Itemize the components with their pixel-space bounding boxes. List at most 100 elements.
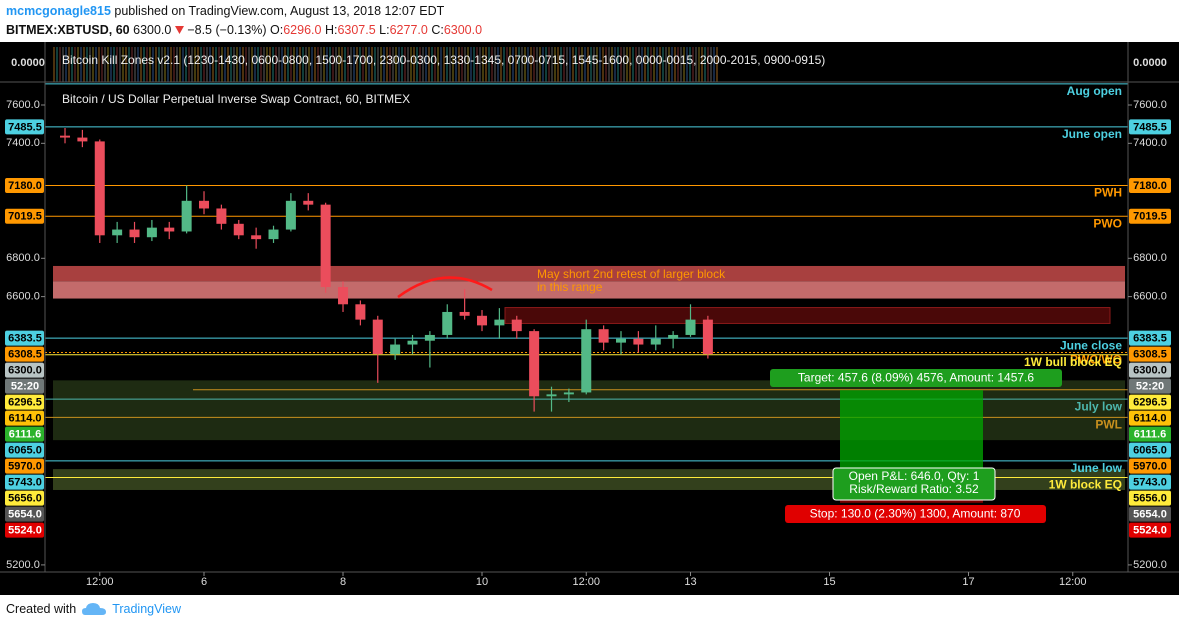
- indicator-stripe: [311, 47, 313, 82]
- price-badge-label: 6065.0: [1133, 445, 1167, 457]
- indicator-stripe: [674, 47, 676, 82]
- logo: [82, 603, 107, 615]
- ohlc-label: O:: [270, 23, 284, 37]
- price-badge-label: 6296.5: [1133, 397, 1167, 409]
- level-label: 1W bull block EQ: [1024, 355, 1122, 369]
- x-tick-label: 10: [476, 576, 488, 588]
- indicator-stripe: [617, 47, 619, 82]
- indicator-stripe: [653, 47, 655, 82]
- indicator-stripe: [53, 47, 55, 82]
- indicator-stripe: [638, 47, 640, 82]
- price-badge: [1129, 378, 1171, 394]
- price-badge-label: 6114.0: [1133, 413, 1166, 425]
- indicator-stripe: [269, 47, 271, 82]
- indicator-stripe: [248, 47, 250, 82]
- brand[interactable]: TradingView: [112, 602, 181, 616]
- indicator-stripe: [236, 47, 238, 82]
- candle-body: [511, 319, 522, 332]
- price-badge-label: 6114.0: [8, 413, 41, 425]
- indicator-stripe: [77, 47, 79, 82]
- indicator-stripe: [626, 47, 628, 82]
- candle-body: [616, 338, 627, 343]
- indicator-stripe: [110, 47, 112, 82]
- annotation: May short 2nd retest of larger block: [537, 267, 726, 281]
- level-label: PWO: [1093, 216, 1122, 230]
- indicator-stripe: [701, 47, 703, 82]
- indicator-stripe: [443, 47, 445, 82]
- price-badge-label: 5654.0: [1133, 509, 1167, 521]
- indicator-stripe: [533, 47, 535, 82]
- price-badge: [5, 394, 44, 410]
- target-box: [770, 369, 1062, 387]
- price-badge-label: 5524.0: [8, 525, 42, 537]
- indicator-stripe: [593, 47, 595, 82]
- candle-body: [702, 319, 713, 355]
- candle-body: [146, 227, 157, 238]
- price-badge: [1129, 362, 1171, 378]
- indicator-tick-label: 0.0000: [1133, 57, 1167, 69]
- price-badge: [1129, 177, 1171, 193]
- indicator-stripe: [434, 47, 436, 82]
- price-badge-label: 7485.5: [8, 121, 42, 133]
- indicator-stripe: [98, 47, 100, 82]
- indicator-stripe: [455, 47, 457, 82]
- indicator-stripe: [68, 47, 70, 82]
- indicator-stripe: [335, 47, 337, 82]
- y-tick-label: 6600.0: [6, 291, 40, 303]
- price-badge-label: 7019.5: [8, 211, 42, 223]
- indicator-stripe: [122, 47, 124, 82]
- indicator-stripe: [398, 47, 400, 82]
- y-tick-label: 6800.0: [6, 252, 40, 264]
- indicator-stripe: [605, 47, 607, 82]
- indicator-stripe: [281, 47, 283, 82]
- indicator-stripe: [671, 47, 673, 82]
- info-box: [832, 467, 996, 501]
- indicator-stripe: [266, 47, 268, 82]
- price-badge-label: 5656.0: [8, 493, 42, 505]
- price-badge-label: 5524.0: [1133, 525, 1167, 537]
- indicator-stripe: [224, 47, 226, 82]
- price-badge: [1129, 410, 1171, 426]
- indicator-stripe: [428, 47, 430, 82]
- candle-body: [268, 229, 279, 240]
- price-badge-label: 6308.5: [1133, 349, 1167, 361]
- price-badge: [5, 346, 44, 362]
- indicator-stripe: [581, 47, 583, 82]
- indicator-stripe: [488, 47, 490, 82]
- price-badge: [5, 442, 44, 458]
- indicator-stripe: [119, 47, 121, 82]
- indicator-stripe: [230, 47, 232, 82]
- indicator-stripe: [371, 47, 373, 82]
- indicator-stripe: [128, 47, 130, 82]
- indicator-stripe: [146, 47, 148, 82]
- indicator-stripe: [209, 47, 211, 82]
- level-label: PWC/WO: [1070, 353, 1122, 367]
- indicator-stripe: [548, 47, 550, 82]
- indicator-stripe: [560, 47, 562, 82]
- indicator-stripe: [92, 47, 94, 82]
- price-badge: [1129, 346, 1171, 362]
- indicator-stripe: [491, 47, 493, 82]
- indicator-stripe: [290, 47, 292, 82]
- indicator-stripe: [563, 47, 565, 82]
- footer: Created with TradingView: [6, 602, 181, 616]
- indicator-stripe: [323, 47, 325, 82]
- candle-body: [685, 319, 696, 335]
- indicator-stripe: [254, 47, 256, 82]
- price-badge: [1129, 330, 1171, 346]
- down-arrow: [174, 26, 184, 34]
- indicator-stripe: [395, 47, 397, 82]
- indicator-stripe: [368, 47, 370, 82]
- indicator-stripe: [62, 47, 64, 82]
- indicator-stripe: [659, 47, 661, 82]
- symbol: BITMEX:XBTUSD, 60: [6, 23, 130, 37]
- indicator-stripe: [101, 47, 103, 82]
- indicator-stripe: [164, 47, 166, 82]
- indicator-stripe: [524, 47, 526, 82]
- indicator-stripe: [320, 47, 322, 82]
- level-label: PWL: [1095, 418, 1122, 432]
- indicator-stripe: [263, 47, 265, 82]
- indicator-stripe: [170, 47, 172, 82]
- indicator-stripe: [179, 47, 181, 82]
- author[interactable]: mcmcgonagle815: [6, 4, 111, 18]
